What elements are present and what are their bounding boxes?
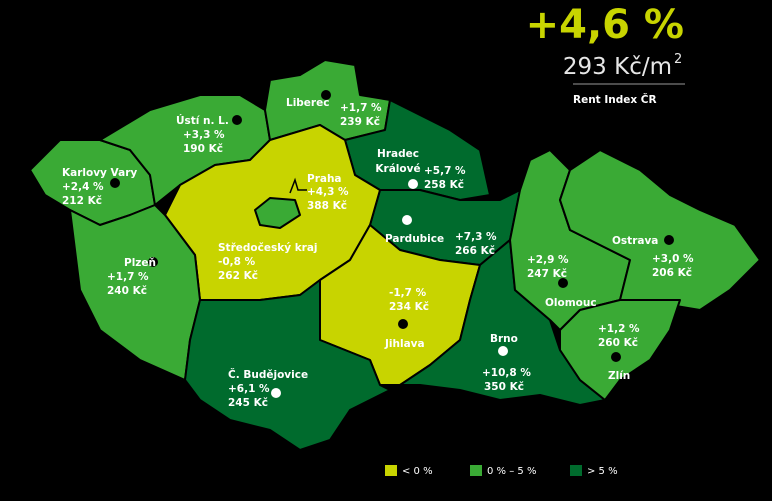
region-name: Ústí n. L. [176,114,229,127]
region-change: +1,2 % [598,323,640,335]
city-dot [232,115,242,125]
region-change: +2,4 % [62,181,104,193]
region-change: -1,7 % [389,287,427,299]
region-price: 262 Kč [218,270,258,282]
region-change: +1,7 % [340,102,382,114]
city-dot [408,179,418,189]
region-price: 234 Kč [389,301,429,313]
legend-label: 0 % – 5 % [487,466,536,477]
region-name: Králové [375,163,420,175]
region-price: 258 Kč [424,179,464,191]
headline-change: +4,6 % [526,2,684,48]
region-change: +4,3 % [307,186,349,198]
region-name: Karlovy Vary [62,167,137,179]
regions [29,59,761,451]
region-change: +5,7 % [424,165,466,177]
region-jihocesky [184,279,391,451]
city-dot [148,257,158,267]
city-dot [398,319,408,329]
region-price: 245 Kč [228,397,268,409]
headline-price: 293 Kč/m [563,54,672,80]
region-name: Zlín [608,370,630,382]
region-name: Ostrava [612,235,658,247]
region-change: +7,3 % [455,231,497,243]
city-dot [664,235,674,245]
region-price: 388 Kč [307,200,347,212]
region-name: Plzeň [124,257,156,269]
legend: < 0 % 0 % – 5 % > 5 % [385,465,618,477]
city-dot [611,352,621,362]
region-name: Praha [307,173,342,185]
region-change: +10,8 % [482,367,531,379]
praha-pointer [289,177,307,194]
region-name: Brno [490,333,518,345]
city-dot [110,178,120,188]
region-change: +3,3 % [183,129,225,141]
region-moravskoslezsky [559,149,761,311]
header: +4,6 % 293 Kč/m 2 Rent Index ČR [526,2,685,106]
city-dot [402,215,412,225]
city-markers [110,90,674,398]
region-price: 247 Kč [527,268,567,280]
legend-swatch [570,465,582,476]
region-price: 350 Kč [484,381,524,393]
city-dot [271,388,281,398]
headline-price-exponent: 2 [674,52,682,67]
header-title: Rent Index ČR [573,93,657,106]
region-name: Hradec [377,148,419,160]
region-name: Jihlava [384,338,425,350]
region-name: Liberec [286,97,329,109]
legend-swatch [470,465,482,476]
region-name: Č. Budějovice [228,368,308,381]
region-price: 212 Kč [62,195,102,207]
region-price: 190 Kč [183,143,223,155]
region-price: 206 Kč [652,267,692,279]
legend-swatch [385,465,397,476]
city-dot [558,278,568,288]
city-dot [321,90,331,100]
legend-label: > 5 % [587,466,618,477]
region-price: 240 Kč [107,285,147,297]
region-change: -0,8 % [218,256,256,268]
region-name: Olomouc [545,297,597,309]
city-dot [498,346,508,356]
region-name: Pardubice [385,233,444,245]
region-price: 260 Kč [598,337,638,349]
region-name: Středočeský kraj [218,242,318,254]
region-price: 266 Kč [455,245,495,257]
labels: Karlovy Vary +2,4 % 212 Kč Ústí n. L. +3… [62,97,694,409]
region-change: +2,9 % [527,254,569,266]
region-praha [254,197,301,229]
legend-label: < 0 % [402,466,433,477]
region-change: +6,1 % [228,383,270,395]
region-change: +3,0 % [652,253,694,265]
region-change: +1,7 % [107,271,149,283]
region-zlinsky [559,299,681,401]
region-price: 239 Kč [340,116,380,128]
